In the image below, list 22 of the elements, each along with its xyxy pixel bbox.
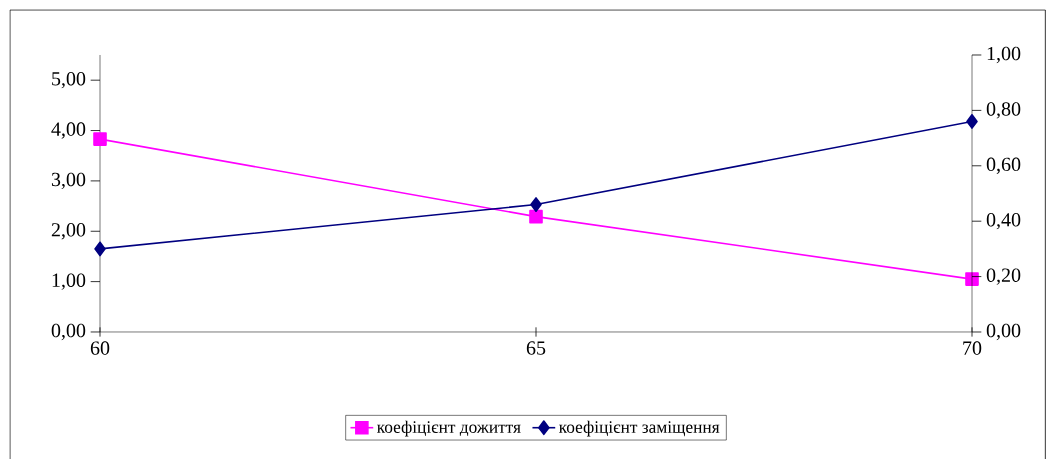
x-tick-label: 60	[90, 341, 110, 355]
point	[94, 241, 106, 257]
point	[530, 197, 542, 213]
x-tick-label: 70	[963, 341, 982, 355]
y-tick-label: 0,00	[51, 323, 86, 341]
legend-label: коефіцієнт дожиття	[377, 420, 521, 437]
y2-tick-label: 1,00	[987, 46, 1021, 64]
x-tick-label: 65	[526, 341, 546, 355]
point	[93, 132, 107, 146]
y-tick-label: 4,00	[51, 122, 86, 139]
y-tick-label: 1,00	[52, 273, 86, 290]
y2-tick-label: 0,20	[986, 268, 1021, 285]
y-tick-label: 3,00	[51, 172, 86, 190]
y2-tick-label: 0,40	[986, 213, 1021, 230]
y2-tick-label: 0,80	[986, 102, 1021, 119]
legend-label: коефіцієнт заміщення	[559, 420, 720, 437]
y-tick-label: 5,00	[52, 71, 86, 89]
y2-tick-label: 0,60	[986, 157, 1021, 174]
point	[529, 209, 543, 224]
point	[966, 114, 978, 129]
y2-tick-label: 0,00	[986, 323, 1021, 341]
y-tick-label: 2,00	[51, 223, 86, 240]
